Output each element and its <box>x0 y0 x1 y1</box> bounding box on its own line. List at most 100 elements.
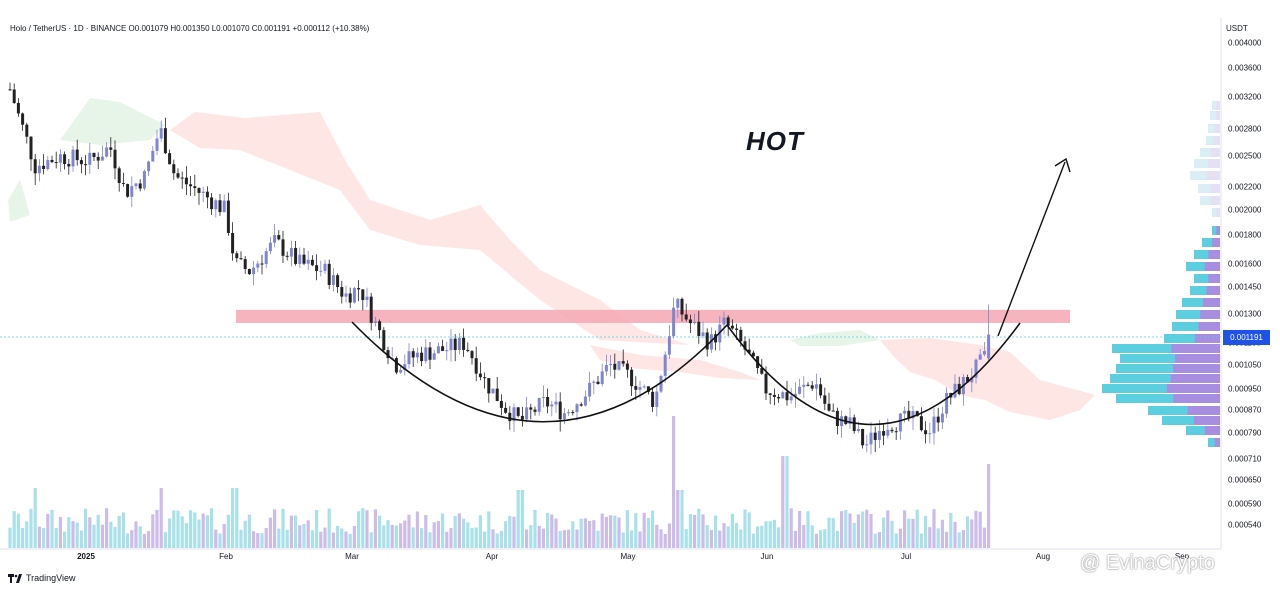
candle-body <box>16 102 20 114</box>
volume-bar <box>558 531 562 548</box>
candle-body <box>441 346 445 351</box>
volume-bar <box>268 517 272 548</box>
volume-bar <box>949 512 953 548</box>
volume-bar <box>520 490 524 548</box>
price-tick-label: 0.003600 <box>1228 63 1262 73</box>
candle-body <box>970 377 974 383</box>
tradingview-label: TradingView <box>26 573 76 583</box>
candle-body <box>550 404 554 407</box>
candle-body <box>369 296 373 323</box>
volume-bar <box>499 530 503 548</box>
candle-body <box>79 160 83 165</box>
volume-profile-bar-inner <box>1214 124 1220 133</box>
candle-body <box>861 429 865 446</box>
volume-bar <box>310 530 314 548</box>
price-tick-label: 0.001050 <box>1228 360 1262 370</box>
volume-bar <box>756 526 760 548</box>
volume-bar <box>697 508 701 548</box>
symbol-header: Holo / TetherUS · 1D · BINANCE O0.001079… <box>10 24 370 33</box>
price-tick-label: 0.003200 <box>1228 92 1262 102</box>
candle-body <box>814 384 818 389</box>
volume-bar <box>58 517 62 548</box>
candle-body <box>714 334 718 343</box>
volume-bar <box>638 531 642 548</box>
candle-body <box>214 200 218 210</box>
candle-body <box>302 254 306 264</box>
candle-body <box>100 156 104 161</box>
candle-body <box>189 184 193 187</box>
volume-bar <box>327 508 331 548</box>
volume-bar <box>298 525 302 548</box>
volume-bar <box>772 519 776 548</box>
candle-body <box>25 124 29 137</box>
volume-bar <box>21 527 25 548</box>
volume-profile-bar-inner <box>1194 334 1220 343</box>
candle-body <box>428 347 432 360</box>
volume-bar <box>210 508 214 548</box>
price-tick-label: 0.002500 <box>1228 151 1262 161</box>
volume-bar <box>604 516 608 548</box>
cloud-region <box>790 330 880 346</box>
volume-profile-bar <box>1194 274 1220 283</box>
candle-body <box>516 407 520 416</box>
rounded-bottom-curve-2 <box>726 322 1021 426</box>
candle-body <box>520 415 524 420</box>
volume-profile-bar <box>1186 426 1220 435</box>
volume-bar <box>235 488 239 548</box>
candle-body <box>772 394 776 397</box>
volume-bar <box>814 533 818 548</box>
rounded-bottom-curve-1 <box>351 321 728 423</box>
volume-bar <box>344 531 348 548</box>
volume-bar <box>466 522 470 548</box>
volume-bar <box>789 508 793 548</box>
volume-bar <box>281 508 285 548</box>
candle-body <box>667 336 671 355</box>
volume-profile-bar <box>1202 238 1220 247</box>
tradingview-brand[interactable]: TradingView <box>8 573 76 583</box>
volume-bar <box>130 530 134 548</box>
candle-body <box>982 351 986 355</box>
resistance-zone <box>236 309 1070 323</box>
volume-bar <box>911 518 915 548</box>
cloud-region <box>170 112 740 370</box>
volume-bar <box>932 509 936 548</box>
volume-bar <box>394 525 398 548</box>
time-axis-label: Feb <box>219 552 233 561</box>
volume-bar <box>852 522 856 548</box>
volume-bar <box>583 518 587 548</box>
candle-body <box>163 128 167 154</box>
candle-body <box>310 259 314 266</box>
volume-bar <box>504 521 508 548</box>
volume-bar <box>617 517 621 548</box>
volume-profile-bar-inner <box>1213 136 1220 145</box>
price-tick-label: 0.001600 <box>1228 259 1262 269</box>
volume-bar <box>919 533 923 548</box>
candle-body <box>403 364 407 370</box>
candle-body <box>798 386 802 394</box>
cloud-region <box>590 345 760 380</box>
candle-body <box>747 349 751 353</box>
volume-bar <box>961 530 965 548</box>
volume-bar <box>562 530 566 548</box>
volume-bar <box>390 524 394 548</box>
candle-body <box>722 317 726 325</box>
candle-body <box>852 417 856 432</box>
volume-bar <box>432 522 436 548</box>
ichimoku-cloud <box>8 98 1095 420</box>
volume-profile-bar-inner <box>1208 159 1220 168</box>
candle-body <box>273 235 277 243</box>
cloud-region <box>8 180 30 222</box>
volume-bar <box>403 520 407 548</box>
candle-body <box>105 147 109 157</box>
candle-body <box>147 161 151 172</box>
volume-profile-bar <box>1102 384 1220 393</box>
candle-body <box>924 430 928 435</box>
volume-bar <box>226 514 230 548</box>
volume-bar <box>172 510 176 548</box>
volume-bar <box>974 510 978 548</box>
candle-body <box>365 296 369 301</box>
volume-bar <box>121 512 125 548</box>
price-axis-unit[interactable]: USDT <box>1226 24 1248 33</box>
volume-bar <box>189 510 193 548</box>
candle-body <box>331 275 335 285</box>
